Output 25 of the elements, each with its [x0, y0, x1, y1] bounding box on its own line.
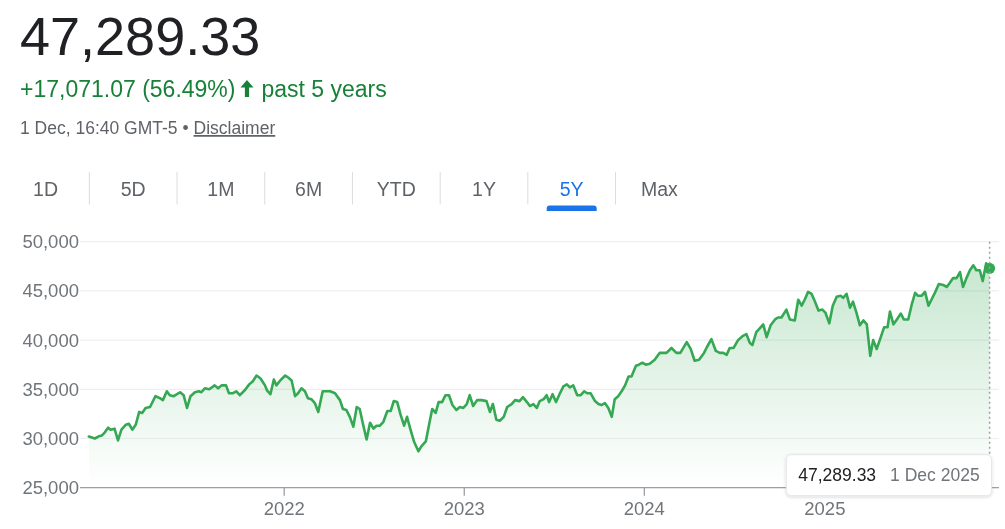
text: 47,289.33: [798, 464, 877, 485]
x-tick-label: 2024: [623, 497, 665, 519]
chart-subtitle: +17,071.07 (56.49%): [20, 76, 236, 102]
y-tick-label: 25,000: [22, 477, 79, 499]
y-tick-label: 45,000: [22, 280, 79, 302]
text: Max: [640, 177, 679, 200]
text: 6M: [295, 177, 323, 200]
y-tick-label: 35,000: [22, 378, 79, 400]
text: YTD: [376, 177, 416, 200]
text: 1M: [207, 177, 235, 200]
text: 5D: [120, 177, 146, 200]
x-tick-label: 2022: [263, 497, 305, 519]
x-tick-label: 2025: [804, 497, 846, 519]
annotation: 1 Dec 2025: [890, 464, 980, 485]
text: 1Y: [472, 177, 496, 200]
text: 1D: [33, 177, 58, 200]
text: past 5 years: [261, 76, 387, 102]
y-tick-label: 40,000: [22, 329, 79, 351]
y-tick-label: 30,000: [22, 427, 79, 449]
text: 5Y: [559, 177, 584, 200]
text: Disclaimer: [193, 118, 276, 138]
x-tick-label: 2023: [443, 497, 485, 519]
text: 47,289.33: [20, 6, 261, 66]
y-tick-label: 50,000: [22, 231, 79, 253]
text: 1 Dec, 16:40 GMT-5 •: [20, 118, 189, 138]
